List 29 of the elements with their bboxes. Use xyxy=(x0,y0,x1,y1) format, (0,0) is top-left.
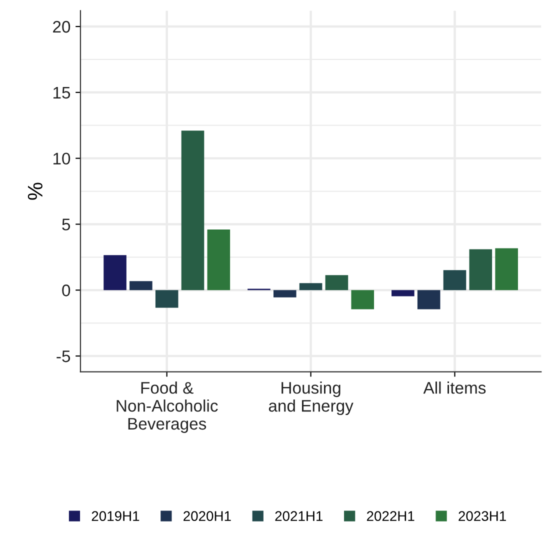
bar xyxy=(207,229,230,290)
y-tick-label: 5 xyxy=(62,218,70,230)
y-tick-label: 10 xyxy=(53,152,70,165)
y-tick-label: 15 xyxy=(53,86,70,99)
bar xyxy=(273,290,296,298)
bar xyxy=(299,283,322,290)
legend-label: 2022H1 xyxy=(366,511,414,521)
x-tick-label: Housing and Energy xyxy=(268,382,354,416)
bar xyxy=(104,255,126,290)
bar xyxy=(155,290,178,308)
x-tick-label: Food & Non-Alcoholic Beverages xyxy=(116,382,218,433)
y-axis-title: % xyxy=(28,182,42,200)
bar xyxy=(469,249,492,290)
bar xyxy=(351,290,374,310)
x-tick-label: All items xyxy=(423,382,486,394)
legend-label: 2019H1 xyxy=(92,511,140,521)
bar xyxy=(392,290,414,296)
y-tick-label: -5 xyxy=(56,350,70,362)
bar xyxy=(325,275,348,290)
bar xyxy=(417,290,440,310)
y-tick-label: 20 xyxy=(53,20,70,33)
legend-label: 2023H1 xyxy=(458,511,506,521)
legend-label: 2021H1 xyxy=(275,511,323,521)
legend-label: 2020H1 xyxy=(184,511,231,521)
bar xyxy=(495,248,518,290)
bar xyxy=(130,281,152,290)
y-tick-label: 0 xyxy=(62,284,70,296)
bar xyxy=(181,130,204,290)
bar xyxy=(443,270,466,290)
